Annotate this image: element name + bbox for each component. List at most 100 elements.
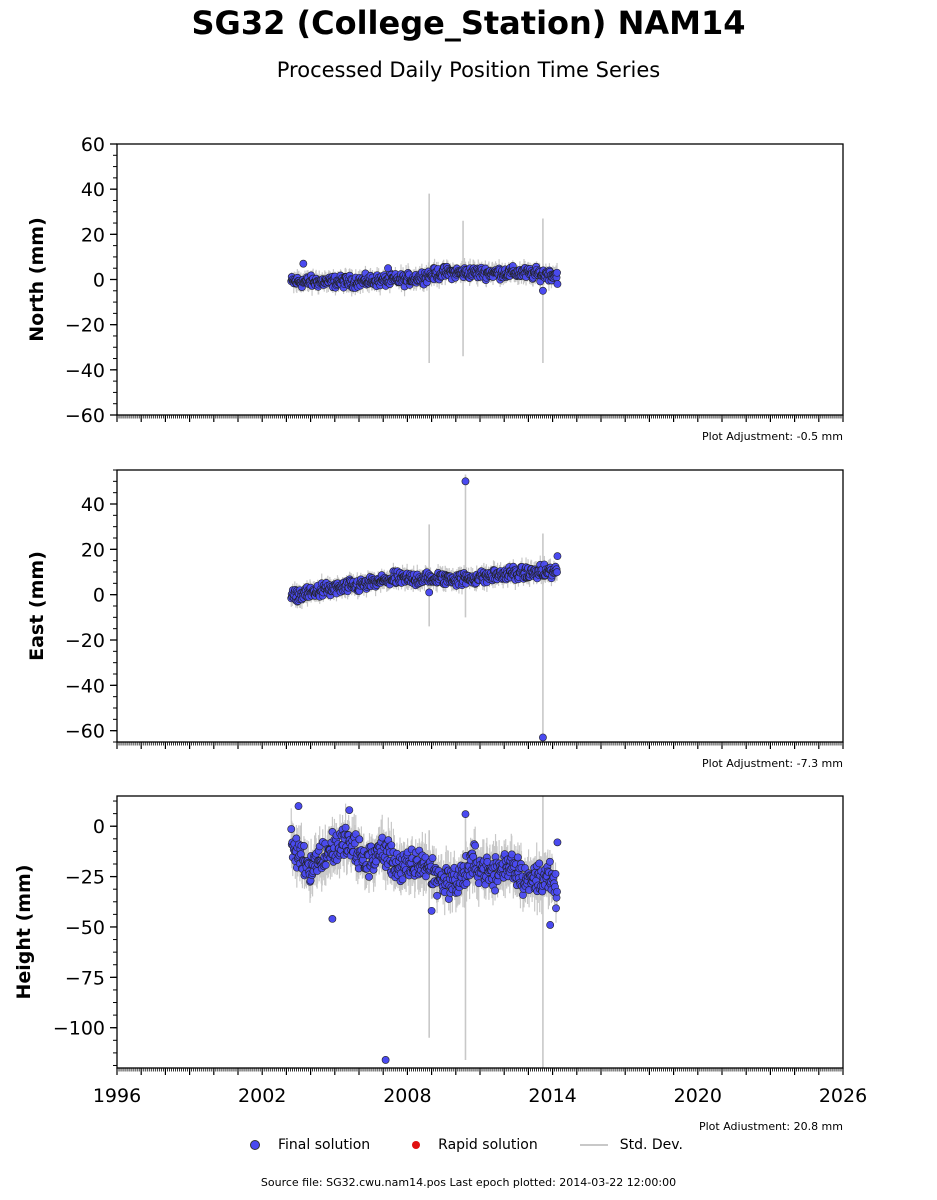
data-point <box>553 268 561 277</box>
x-tick-label: 2026 <box>819 1085 867 1107</box>
y-tick-label: 40 <box>81 494 105 516</box>
data-point <box>345 806 354 815</box>
source-note: Source file: SG32.cwu.nam14.pos Last epo… <box>260 1176 677 1189</box>
y-tick-label: 0 <box>93 270 105 292</box>
data-point <box>355 835 364 844</box>
legend-marker-stddev <box>579 1144 608 1146</box>
final-solution-points <box>287 477 562 742</box>
y-tick-label: 60 <box>81 134 105 156</box>
data-point <box>546 857 554 866</box>
y-axis: −60 −40 −20 0 20 40 <box>65 469 117 743</box>
panel-north: −60 −40 −20 0 20 40 60 North (mm) Plot Adjustmen… <box>26 134 844 443</box>
data-point <box>539 733 547 742</box>
data-point <box>321 861 330 869</box>
x-axis <box>116 415 844 422</box>
chart-title: SG32 (College_Station) NAM14 <box>191 4 746 42</box>
legend-label-final: Final solution <box>278 1137 371 1153</box>
data-point <box>546 921 555 929</box>
y-tick-label: −20 <box>65 630 105 652</box>
y-tick-label: −20 <box>65 315 105 337</box>
panel-east: −60 −40 −20 0 20 40 East (mm) Plot Adjustment: … <box>26 469 844 770</box>
data-point <box>535 859 544 868</box>
data-point <box>299 259 308 268</box>
data-point <box>553 568 561 577</box>
legend: Final solution Rapid solution Std. Dev. <box>250 1137 725 1153</box>
y-tick-label: −60 <box>65 405 105 427</box>
data-point <box>381 1056 390 1064</box>
data-point <box>471 841 480 850</box>
legend-label-rapid: Rapid solution <box>438 1137 538 1153</box>
chart-subtitle: Processed Daily Position Time Series <box>276 58 661 82</box>
data-point <box>553 280 562 288</box>
plot-frame <box>116 469 844 743</box>
y-axis: −60 −40 −20 0 20 40 60 <box>65 134 117 427</box>
plot-frame <box>116 795 844 1069</box>
y-tick-label: 0 <box>93 585 105 607</box>
data-point <box>553 887 561 896</box>
y-tick-label: −100 <box>53 1018 105 1040</box>
data-point <box>384 264 392 273</box>
final-solution-points <box>287 259 562 295</box>
data-point <box>513 853 522 862</box>
data-point <box>428 854 437 862</box>
y-tick-label: −75 <box>65 967 105 989</box>
data-point <box>461 810 470 819</box>
legend-item-rapid: Rapid solution <box>412 1137 538 1153</box>
x-axis <box>116 742 844 749</box>
x-tick-label: 1996 <box>93 1085 141 1107</box>
x-tick-label: 2020 <box>674 1085 722 1107</box>
data-point <box>553 838 562 847</box>
data-point <box>294 802 303 810</box>
plot-adjustment-note: Plot Adjustment: -7.3 mm <box>702 757 843 770</box>
data-point <box>433 891 441 900</box>
data-point <box>551 869 560 878</box>
y-tick-label: 40 <box>81 179 105 201</box>
data-point <box>425 588 434 597</box>
stddev-bars <box>290 474 558 738</box>
data-point <box>387 841 396 850</box>
data-point <box>300 842 308 850</box>
y-axis-label: Height (mm) <box>13 864 35 999</box>
y-tick-label: 20 <box>81 224 105 246</box>
legend-marker-final <box>250 1140 260 1150</box>
data-point <box>539 286 547 295</box>
legend-item-stddev: Std. Dev. <box>579 1137 683 1153</box>
time-series-chart: −60 −40 −20 0 20 40 60 North (mm) Plot Adjustmen… <box>13 134 867 1130</box>
plot-adjustment-note: Plot Adjustment: -0.5 mm <box>702 430 843 443</box>
legend-item-final: Final solution <box>250 1137 370 1153</box>
x-tick-label: 2002 <box>238 1085 286 1107</box>
data-point <box>491 886 499 895</box>
data-point <box>552 904 560 913</box>
data-point <box>422 872 430 881</box>
x-axis: 1996 2002 2008 2014 2020 2026 <box>93 1068 867 1107</box>
data-point <box>287 825 296 833</box>
data-point <box>328 915 337 923</box>
data-point <box>398 875 407 884</box>
data-layer <box>287 193 562 364</box>
legend-label-stddev: Std. Dev. <box>619 1137 683 1153</box>
y-tick-label: −40 <box>65 360 105 382</box>
data-point <box>427 906 436 915</box>
y-tick-label: −40 <box>65 675 105 697</box>
y-tick-label: 0 <box>93 816 105 838</box>
data-point <box>553 552 562 561</box>
y-axis: −100 −75 −50 −25 0 <box>53 800 117 1066</box>
x-tick-label: 2014 <box>528 1085 576 1107</box>
final-solution-points <box>287 802 562 1064</box>
stddev-bars <box>290 796 558 1068</box>
panel-height: −100 −75 −50 −25 0 Height (mm) 1996 2002 2008 201… <box>13 795 867 1130</box>
y-tick-label: −50 <box>65 917 105 939</box>
plot-adjustment-note: Plot Adjustment: 20.8 mm <box>699 1120 843 1130</box>
x-tick-label: 2008 <box>383 1085 431 1107</box>
data-layer <box>287 796 562 1068</box>
data-point <box>461 477 470 486</box>
y-tick-label: −25 <box>65 867 105 889</box>
y-axis-label: North (mm) <box>26 217 48 342</box>
y-tick-label: 20 <box>81 539 105 561</box>
y-tick-label: −60 <box>65 721 105 743</box>
data-point <box>462 879 471 888</box>
data-point <box>341 823 350 832</box>
legend-marker-rapid <box>412 1141 421 1149</box>
data-point <box>365 872 373 881</box>
data-layer <box>287 474 562 742</box>
